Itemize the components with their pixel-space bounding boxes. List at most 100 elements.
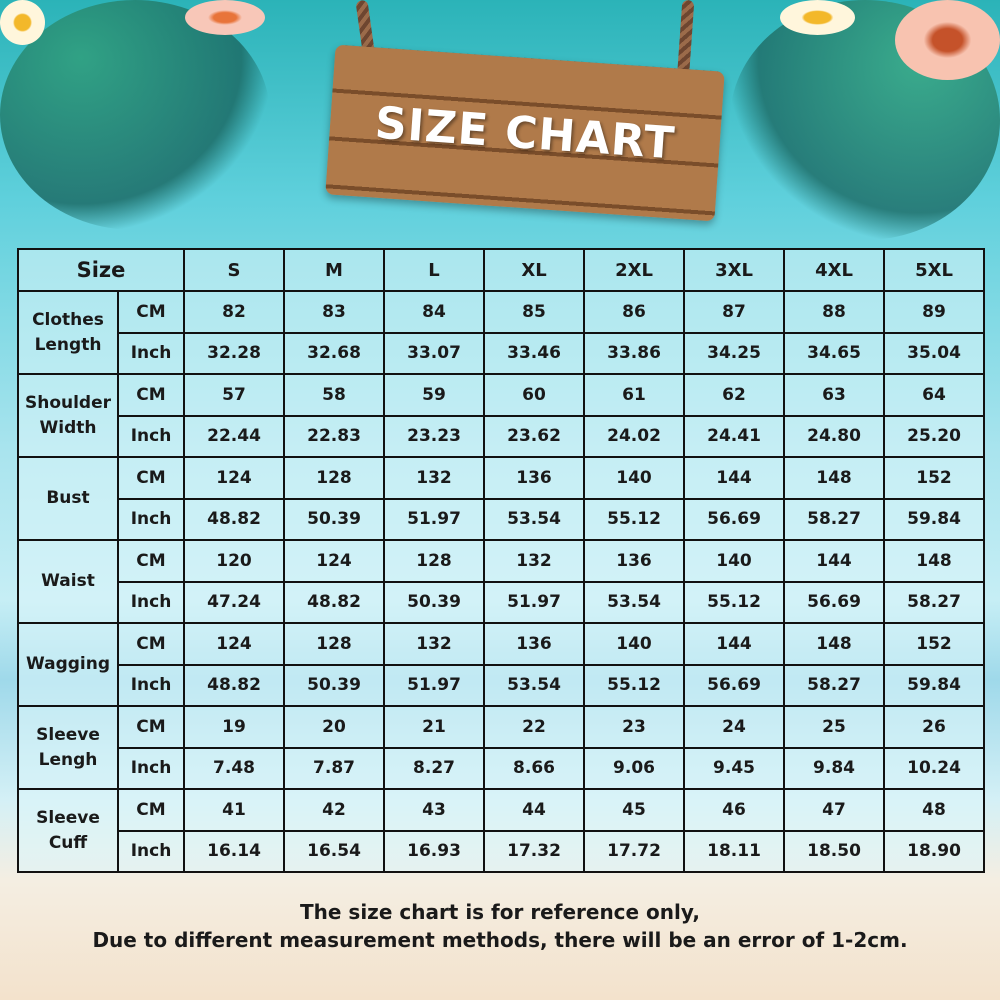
table-cell: 23.23: [383, 414, 486, 458]
table-row: Bust CM 124 128 132 136 140 144 148 152: [17, 456, 986, 541]
table-cell: 50.39: [283, 663, 386, 707]
table-cell: 86: [583, 290, 686, 334]
table-cell: 140: [683, 539, 786, 583]
table-cell: 85: [483, 290, 586, 334]
table-cell: 10.24: [883, 746, 986, 790]
measurement-label: Shoulder Width: [17, 373, 119, 458]
table-cell: 47.24: [183, 580, 286, 624]
table-cell: 26: [883, 705, 986, 749]
note-line-1: The size chart is for reference only,: [300, 900, 700, 924]
unit-label: CM: [116, 622, 186, 666]
table-cell: 23.62: [483, 414, 586, 458]
table-cell: 89: [883, 290, 986, 334]
table-cell: 22.44: [183, 414, 286, 458]
table-cell: 140: [583, 622, 686, 666]
size-header-3xl: 3XL: [683, 248, 786, 292]
table-cell: 124: [183, 622, 286, 666]
table-row: Inch 32.28 32.68 33.07 33.46 33.86 34.25 34.65 3…: [18, 331, 986, 375]
table-cell: 7.48: [183, 746, 286, 790]
table-row: Wagging CM 124 128 132 136 140 144 148 152: [17, 622, 986, 707]
table-cell: 136: [483, 622, 586, 666]
unit-label: CM: [116, 788, 186, 832]
table-cell: 55.12: [683, 580, 786, 624]
table-cell: 18.90: [883, 829, 986, 873]
table-cell: 55.12: [583, 497, 686, 541]
table-cell: 55.12: [583, 663, 686, 707]
table-cell: 42: [283, 788, 386, 832]
table-cell: 35.04: [883, 331, 986, 375]
table-cell: 33.07: [383, 331, 486, 375]
header-row: Size S M L XL 2XL 3XL 4XL 5XL: [16, 248, 986, 292]
table-row: Clothes Length CM 82 83 84 85 86 87 88 89: [17, 290, 986, 375]
table-cell: 44: [483, 788, 586, 832]
table-cell: 24.80: [783, 414, 886, 458]
table-cell: 84: [383, 290, 486, 334]
table-cell: 7.87: [283, 746, 386, 790]
table-cell: 8.66: [483, 746, 586, 790]
palm-leaves-left: [0, 0, 270, 230]
table-cell: 152: [883, 456, 986, 500]
measurement-label: Wagging: [17, 622, 119, 707]
table-cell: 21: [383, 705, 486, 749]
table-cell: 47: [783, 788, 886, 832]
unit-label: CM: [116, 456, 186, 500]
table-cell: 63: [783, 373, 886, 417]
table-cell: 53.54: [483, 663, 586, 707]
table-cell: 56.69: [783, 580, 886, 624]
table-cell: 48.82: [183, 497, 286, 541]
table-cell: 82: [183, 290, 286, 334]
table-cell: 51.97: [383, 663, 486, 707]
table-cell: 148: [783, 622, 886, 666]
note-line-2: Due to different measurement methods, th…: [92, 928, 908, 952]
size-header-xl: XL: [483, 248, 586, 292]
table-cell: 34.25: [683, 331, 786, 375]
table-row: Inch 16.14 16.54 16.93 17.32 17.72 18.11 18.50 1…: [18, 829, 986, 873]
table-cell: 16.14: [183, 829, 286, 873]
table-cell: 51.97: [383, 497, 486, 541]
table-cell: 9.45: [683, 746, 786, 790]
flower-decoration: [185, 0, 265, 35]
size-chart-sign: SIZE CHART: [325, 44, 725, 222]
table-cell: 59.84: [883, 497, 986, 541]
measurement-label: Clothes Length: [17, 290, 119, 375]
table-cell: 22: [483, 705, 586, 749]
table-cell: 56.69: [683, 663, 786, 707]
table-cell: 18.11: [683, 829, 786, 873]
table-row: Inch 48.82 50.39 51.97 53.54 55.12 56.69 58.27 5…: [18, 497, 986, 541]
table-cell: 148: [783, 456, 886, 500]
table-cell: 20: [283, 705, 386, 749]
size-table: Size S M L XL 2XL 3XL 4XL 5XL Clothes Length CM 8…: [16, 248, 986, 873]
measurement-label: Sleeve Cuff: [17, 788, 119, 873]
table-cell: 43: [383, 788, 486, 832]
table-cell: 46: [683, 788, 786, 832]
table-cell: 60: [483, 373, 586, 417]
table-cell: 132: [383, 622, 486, 666]
table-cell: 128: [383, 539, 486, 583]
table-cell: 124: [283, 539, 386, 583]
flower-decoration: [0, 0, 45, 45]
unit-label: Inch: [116, 331, 186, 375]
measurement-label: Waist: [17, 539, 119, 624]
table-row: Inch 48.82 50.39 51.97 53.54 55.12 56.69 58.27 5…: [18, 663, 986, 707]
flower-decoration: [780, 0, 855, 35]
table-cell: 48: [883, 788, 986, 832]
table-cell: 25: [783, 705, 886, 749]
table-cell: 53.54: [583, 580, 686, 624]
table-row: Sleeve Cuff CM 41 42 43 44 45 46 47 48: [17, 788, 986, 873]
table-cell: 148: [883, 539, 986, 583]
size-header-5xl: 5XL: [883, 248, 986, 292]
flower-decoration: [895, 0, 1000, 80]
unit-label: Inch: [116, 746, 186, 790]
table-cell: 120: [183, 539, 286, 583]
table-cell: 45: [583, 788, 686, 832]
table-cell: 34.65: [783, 331, 886, 375]
table-cell: 24.02: [583, 414, 686, 458]
table-cell: 132: [383, 456, 486, 500]
table-row: Inch 7.48 7.87 8.27 8.66 9.06 9.45 9.84 10.24: [18, 746, 986, 790]
table-cell: 144: [683, 622, 786, 666]
table-row: Inch 22.44 22.83 23.23 23.62 24.02 24.41 24.80 2…: [18, 414, 986, 458]
table-cell: 9.84: [783, 746, 886, 790]
table-cell: 41: [183, 788, 286, 832]
table-cell: 22.83: [283, 414, 386, 458]
table-cell: 32.68: [283, 331, 386, 375]
